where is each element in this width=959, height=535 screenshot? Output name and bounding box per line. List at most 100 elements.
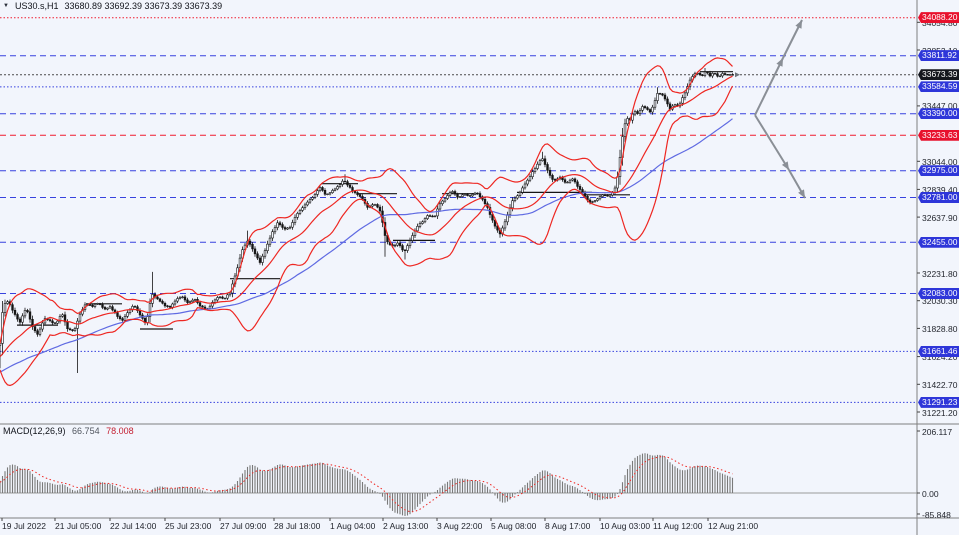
candle-body [316,190,319,195]
candle-body [633,111,637,115]
bollinger-upper-band [0,57,733,344]
price-level-badge: 32083.00 [918,287,959,299]
candle-body [278,222,282,226]
candle-body [156,296,159,300]
candle-body [318,187,322,191]
candle-body [273,227,277,233]
candle-body [303,204,307,208]
candle-body [61,314,64,317]
candle-body [476,192,479,195]
candle-body [471,194,474,197]
candle-body [181,296,184,298]
candle-body [683,92,687,98]
candle-body [188,301,192,304]
time-axis-label: 27 Jul 09:00 [220,521,267,531]
candle-body [163,302,167,307]
candle-body [378,206,382,212]
collapse-panel-icon[interactable]: ▼ [3,3,9,9]
trend-arrow-line[interactable] [754,114,790,171]
candle-body [198,302,202,307]
candle-body [541,158,544,162]
candle-body [651,106,654,113]
candle-body [168,305,172,308]
candle-body [626,118,629,125]
candle-body [308,199,312,203]
candle-body [253,248,257,255]
candle-body [23,310,27,317]
candle-body [436,208,439,217]
candle-body [606,195,609,197]
candle-body [398,242,402,246]
candle-body [546,164,549,171]
trend-arrow-head [776,57,783,67]
candle-body [66,321,69,329]
candle-body [551,175,554,180]
candle-body [513,197,517,202]
candle-body [148,303,152,317]
candle-body [646,107,649,110]
candle-body [648,109,652,113]
price-scale-tick-label: 31624.20 [922,352,958,363]
candle-body [631,113,634,121]
candle-body [38,328,42,335]
candle-body [213,299,217,303]
time-axis-label: 11 Aug 12:00 [653,521,703,531]
trend-arrow-line[interactable] [754,57,784,116]
candle-body [658,93,662,95]
structure-lines-layer [17,71,733,330]
candle-body [158,298,162,302]
candle-body [173,300,177,305]
candle-body [578,186,582,190]
price-level-badge: 31291.23 [918,396,959,408]
candle-body [283,227,287,230]
candle-body [6,301,9,304]
candle-body [311,197,314,200]
current-price-badge: 33673.39 [918,69,959,81]
candle-body [298,210,302,214]
time-axis-label: 10 Aug 03:00 [600,521,651,531]
candle-body [191,299,194,303]
candle-body [473,192,477,195]
candle-body [411,235,414,241]
candle-body [326,193,329,195]
candle-body [511,200,514,209]
candle-body [403,249,407,251]
trend-arrow-head [798,189,805,199]
price-level-badge: 32975.00 [918,165,959,177]
time-axis-label: 28 Jul 18:00 [274,521,321,531]
bollinger-lower-band [0,85,734,387]
candle-body [653,100,657,108]
candle-body [598,196,602,200]
candle-body [338,184,342,187]
candle-body [458,196,462,198]
time-axis-label: 12 Aug 21:00 [708,521,759,531]
candle-body [703,71,707,76]
macd-scale-tick-label: -85.848 [922,509,951,520]
candle-body [71,329,74,331]
candle-body [348,184,352,188]
candle-body [716,73,719,77]
price-scale-tick-label: 33447.00 [922,101,958,112]
candle-body [183,296,187,301]
trend-arrows-layer [735,19,806,199]
candle-body [336,186,339,190]
macd-main-value: 66.754 [72,426,100,436]
candle-body [568,179,572,183]
candle-body [186,299,189,303]
candle-body [433,215,437,217]
candle-body [706,71,709,74]
candle-body [218,296,222,299]
candle-body [146,316,149,324]
candle-body [453,191,457,195]
candle-body [251,244,254,250]
candle-body [306,201,309,206]
candle-body [506,214,509,223]
candle-body [248,240,252,245]
candle-body [26,310,29,313]
time-axis-label: 25 Jul 23:00 [165,521,212,531]
time-axis-label: 5 Aug 08:00 [491,521,537,531]
symbol-period-label: US30.s,H1 [14,1,59,11]
candle-body [33,326,37,332]
candle-body [63,314,67,323]
